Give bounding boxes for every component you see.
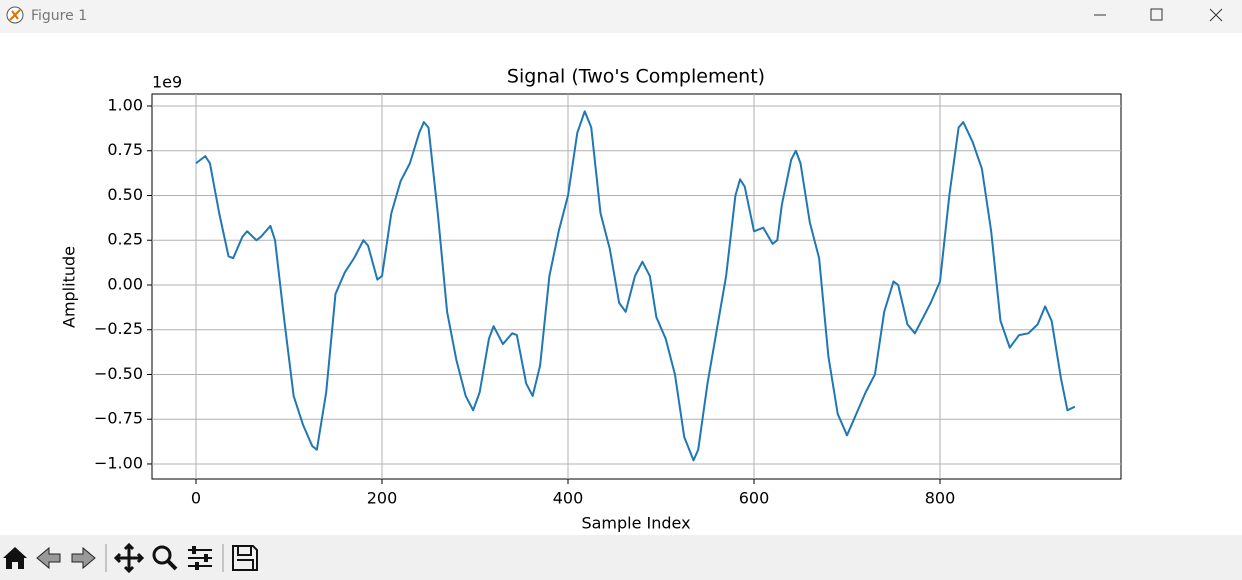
y-tick-label: 0.25 bbox=[107, 230, 143, 249]
forward-button[interactable] bbox=[71, 546, 96, 570]
y-offset-text: 1e9 bbox=[152, 73, 182, 92]
y-tick-label: 1.00 bbox=[107, 95, 143, 114]
x-axis-label: Sample Index bbox=[581, 514, 690, 533]
back-button[interactable] bbox=[36, 546, 61, 570]
y-tick-label: 0.50 bbox=[107, 185, 143, 204]
maximize-button[interactable] bbox=[1150, 8, 1163, 21]
window-title: Figure 1 bbox=[31, 8, 87, 24]
y-axis-label: Amplitude bbox=[60, 246, 79, 328]
x-tick-label: 600 bbox=[739, 489, 770, 508]
title-bar bbox=[0, 0, 1242, 33]
save-button[interactable] bbox=[232, 545, 258, 571]
y-tick-label: 0.00 bbox=[107, 274, 143, 293]
y-tick-label: 0.75 bbox=[107, 140, 143, 159]
y-tick-label: −1.00 bbox=[94, 453, 143, 472]
close-button[interactable] bbox=[1209, 8, 1223, 22]
x-tick-label: 400 bbox=[553, 489, 584, 508]
plot: 0 200 400 600 800 −1.00 −0.75 −0.50 −0.25 0.00 0.2… bbox=[94, 94, 1121, 508]
zoom-button[interactable] bbox=[152, 545, 172, 565]
x-tick-label: 200 bbox=[367, 489, 398, 508]
y-tick-label: −0.50 bbox=[94, 364, 143, 383]
axes-frame bbox=[151, 93, 1122, 480]
toolbar bbox=[0, 535, 1242, 580]
x-tick-label: 0 bbox=[191, 489, 201, 508]
chart-title: Signal (Two's Complement) bbox=[507, 66, 765, 88]
configure-button-sliders bbox=[192, 546, 208, 570]
app-icon-mark bbox=[9, 9, 21, 21]
zoom-button-handle bbox=[166, 559, 178, 571]
x-tick-label: 800 bbox=[925, 489, 956, 508]
y-tick-label: −0.25 bbox=[94, 319, 143, 338]
series-line bbox=[195, 110, 1076, 462]
pan-button[interactable] bbox=[113, 542, 145, 574]
home-button[interactable] bbox=[3, 547, 27, 569]
y-tick-label: −0.75 bbox=[94, 409, 143, 428]
